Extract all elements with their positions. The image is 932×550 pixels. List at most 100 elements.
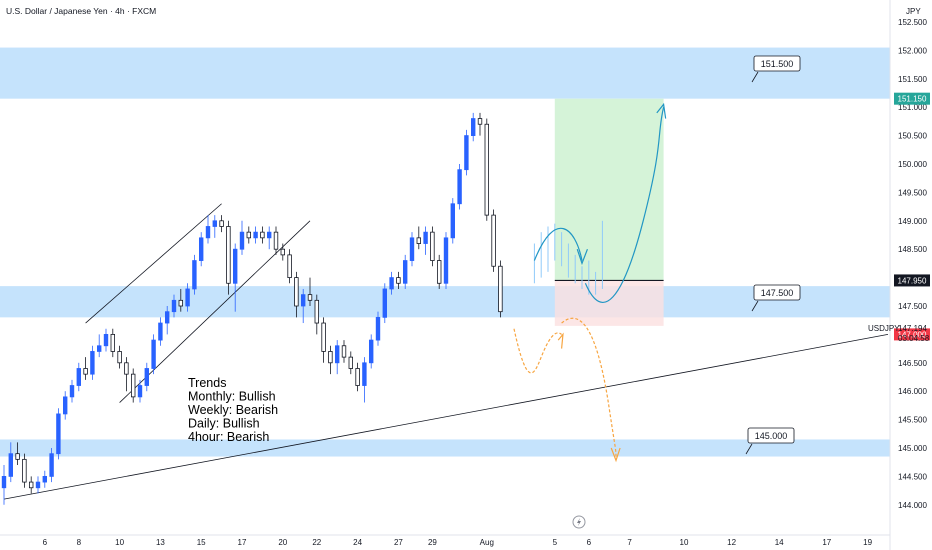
candle-body — [457, 169, 462, 205]
candle — [402, 254, 408, 289]
candle-body — [185, 288, 190, 307]
candle-body — [226, 226, 231, 284]
candle-body — [341, 345, 347, 358]
trend-line-0 — [85, 203, 222, 324]
candle — [416, 226, 421, 250]
callout-pointer — [751, 71, 759, 83]
orange-arrow-1-head — [557, 332, 564, 349]
candle-body — [443, 237, 449, 284]
candle-body — [212, 220, 217, 227]
candle-body — [97, 345, 102, 352]
zone-band-2 — [0, 439, 890, 457]
x-tick-label: Aug — [480, 538, 494, 547]
callout-151-500: 151.500 — [751, 55, 801, 83]
candle-body — [232, 248, 238, 284]
candle-body — [280, 248, 285, 256]
callout-pointer — [745, 443, 753, 455]
candle — [137, 379, 143, 403]
x-tick-label: 12 — [727, 538, 736, 547]
long-position-tool[interactable] — [554, 98, 664, 326]
price-badge: 147.950 — [894, 274, 930, 287]
candle-body — [56, 413, 61, 455]
candle — [362, 357, 367, 403]
candle — [185, 283, 190, 312]
candle-body — [389, 277, 394, 290]
x-tick-label: 20 — [278, 538, 287, 547]
candle-body — [314, 299, 319, 324]
chart-title: U.S. Dollar / Japanese Yen · 4h · FXCM — [6, 6, 156, 16]
candle — [300, 288, 306, 324]
candle — [226, 220, 231, 295]
x-tick-label: 14 — [775, 538, 784, 547]
callout-box — [753, 55, 801, 72]
x-tick-label: 10 — [680, 538, 689, 547]
candle — [498, 260, 503, 318]
trend-line-text: Trends — [188, 376, 226, 390]
candle — [430, 226, 435, 267]
candle-body — [124, 362, 129, 375]
candle-body — [294, 277, 299, 307]
lightning-icon[interactable] — [572, 515, 586, 529]
zone-band-0 — [0, 47, 890, 99]
price-badge-label: 147.950 — [898, 276, 927, 285]
candle — [348, 351, 353, 375]
y-tick-label: 145.500 — [898, 416, 927, 425]
candle — [117, 345, 122, 369]
candle-body — [103, 333, 109, 347]
candle-body — [334, 345, 340, 364]
candle-body — [8, 453, 13, 477]
x-tick-label: 15 — [197, 538, 206, 547]
candle-body — [164, 311, 170, 324]
candle — [294, 271, 299, 318]
candle-body — [158, 322, 163, 341]
candle-body — [430, 231, 435, 261]
y-tick-label: 150.500 — [898, 132, 927, 141]
candle-body — [63, 396, 68, 415]
candle — [389, 271, 394, 295]
candle-body — [171, 299, 177, 313]
candle-body — [253, 231, 258, 239]
time-axis[interactable]: 6 8 10 13 15 17 20 22 24 27 29 Aug 5 6 7 10 12 14 17 19 — [0, 534, 890, 547]
x-tick-label: 10 — [115, 538, 124, 547]
candle-body — [90, 351, 95, 375]
candle — [477, 112, 483, 136]
candle — [171, 294, 177, 318]
candle — [382, 283, 387, 324]
candle-body — [1, 475, 7, 489]
trend-line-text: Daily: Bullish — [188, 417, 260, 431]
x-tick-label: 24 — [353, 538, 362, 547]
y-tick-label: 152.000 — [898, 46, 927, 55]
candle — [90, 345, 95, 380]
candle — [314, 294, 319, 335]
candle — [192, 254, 197, 295]
orange-arrow-2-head — [610, 447, 621, 463]
candle — [409, 232, 415, 267]
y-tick-label: 152.500 — [898, 18, 927, 27]
candle-body — [266, 231, 272, 239]
candle-body — [49, 453, 54, 477]
y-tick-label: 151.500 — [898, 75, 927, 84]
callout-pointer — [751, 300, 759, 312]
candle-body — [498, 265, 503, 313]
candle — [246, 226, 251, 244]
candle — [328, 345, 333, 375]
supply-demand-zones — [0, 47, 890, 457]
candle — [457, 164, 462, 210]
countdown: 03:04:58 — [898, 334, 930, 343]
candle-body — [396, 277, 401, 284]
candle-body — [409, 237, 415, 261]
candle — [8, 442, 13, 483]
candle-body — [348, 356, 353, 369]
zone-band-1 — [0, 286, 890, 318]
y-tick-label: 145.000 — [898, 444, 927, 453]
candle — [423, 226, 428, 255]
candle-body — [219, 220, 224, 227]
candle-body — [69, 385, 75, 398]
callout-label: 147.500 — [761, 288, 794, 298]
candle-body — [273, 231, 279, 250]
zone-callouts: 151.500 147.500 145.000 — [745, 55, 801, 455]
candle-body — [151, 339, 156, 369]
candle — [307, 277, 313, 306]
